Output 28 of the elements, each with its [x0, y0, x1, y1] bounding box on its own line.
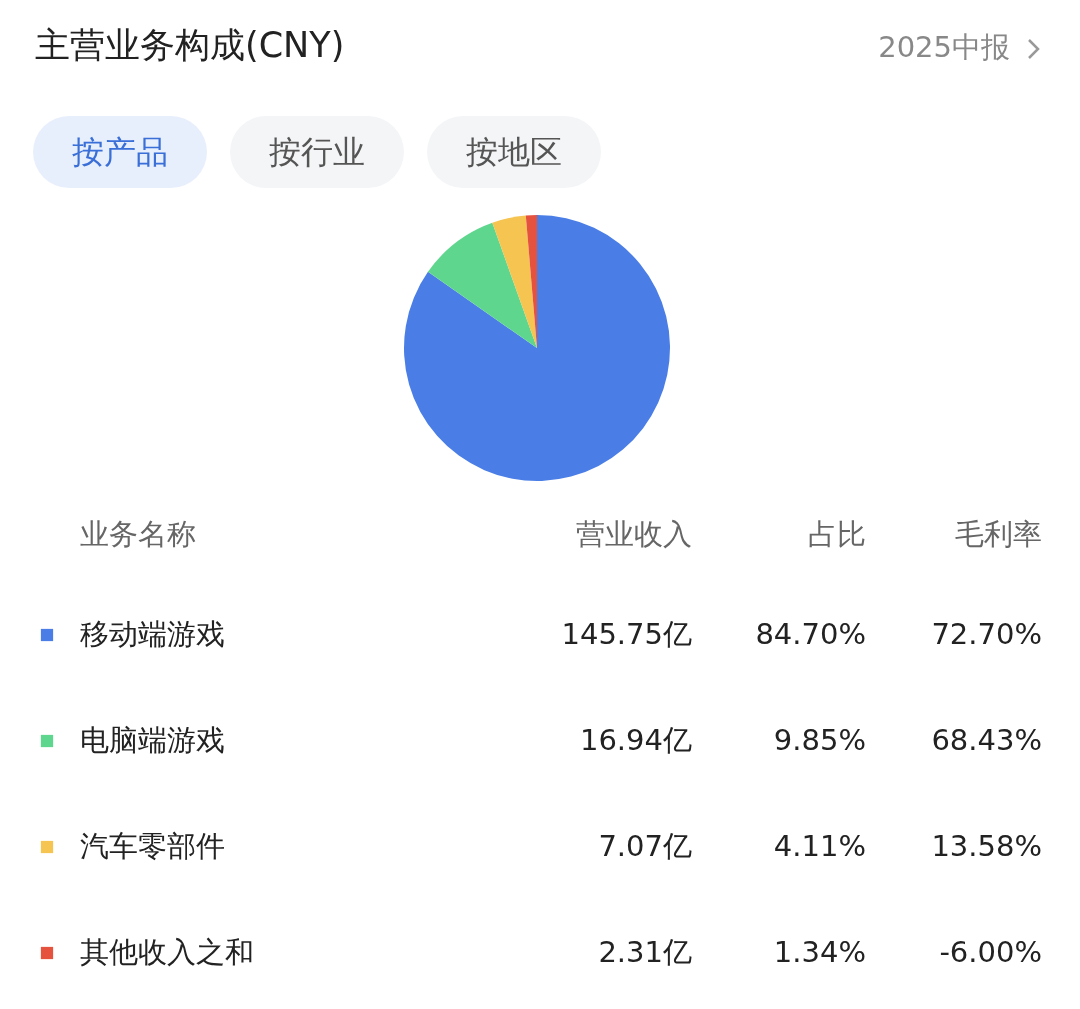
- text: 业务名称: [80, 517, 196, 551]
- text: -6.00%: [939, 935, 1042, 969]
- data-label: 16.94亿: [579, 723, 692, 757]
- legend-label: 电脑端游戏: [80, 723, 225, 757]
- tab-button: 按产品: [33, 116, 207, 188]
- tab-button: 按行业: [230, 116, 404, 188]
- text: 1.34%: [773, 935, 866, 969]
- text: 68.43%: [931, 723, 1042, 757]
- data-label: 2.31亿: [598, 935, 692, 969]
- text: 9.85%: [773, 723, 866, 757]
- text: 2025中报: [878, 29, 1010, 66]
- pie-slice: [404, 215, 670, 481]
- text: 毛利率: [955, 517, 1042, 551]
- data-label: 7.07亿: [598, 829, 692, 863]
- legend-label: 其他收入之和: [80, 935, 254, 969]
- text: 72.70%: [931, 617, 1042, 651]
- text: 13.58%: [931, 829, 1042, 863]
- pie-slice: [492, 215, 537, 348]
- tab-button: 按地区: [427, 116, 601, 188]
- chart-title: 主营业务构成(CNY): [35, 24, 345, 67]
- text: 4.11%: [773, 829, 866, 863]
- text: 占比: [808, 517, 866, 551]
- legend-label: 移动端游戏: [80, 617, 225, 651]
- text: 84.70%: [755, 617, 866, 651]
- legend-label: 汽车零部件: [80, 829, 225, 863]
- text: 营业收入: [576, 517, 692, 551]
- pie-slice: [427, 222, 537, 348]
- data-label: 145.75亿: [561, 617, 692, 651]
